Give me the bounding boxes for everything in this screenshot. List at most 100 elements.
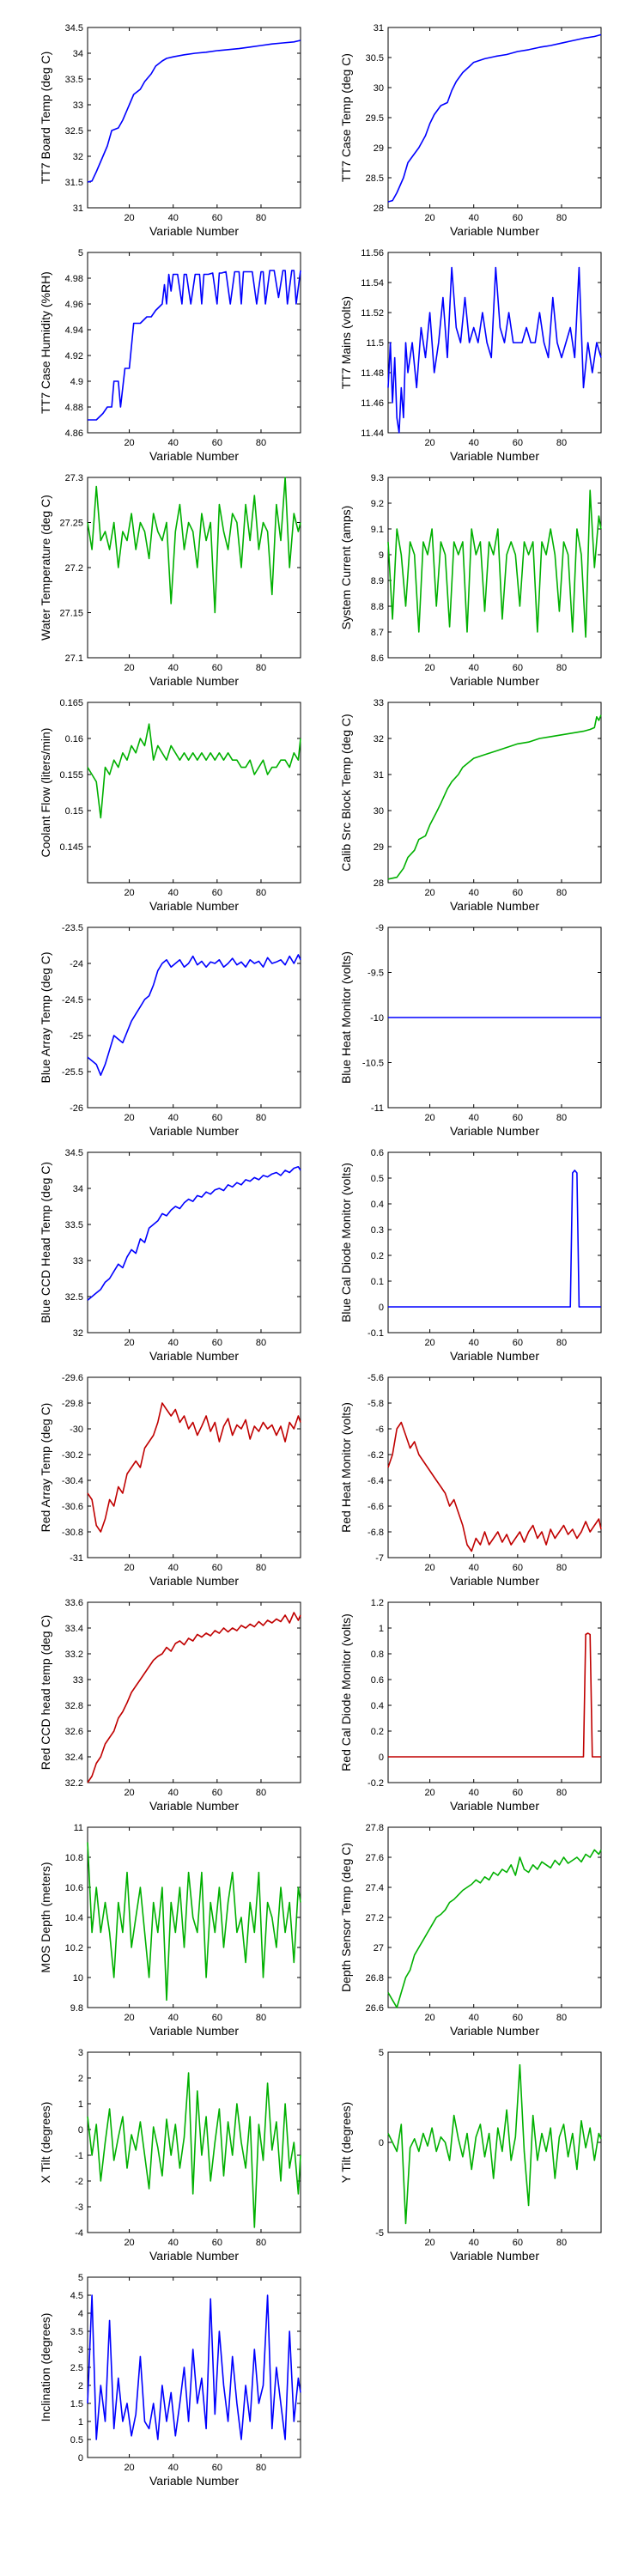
- plot-area: [87, 1601, 301, 1783]
- y-tick-label: 28: [374, 878, 384, 889]
- x-tick-label: 40: [168, 2463, 179, 2473]
- y-tick-label: 27.3: [65, 473, 83, 483]
- x-tick-label: 60: [212, 2238, 222, 2248]
- y-tick-label: 8.9: [371, 576, 384, 586]
- x-axis-label: Variable Number: [149, 1799, 239, 1813]
- x-tick-label: 40: [168, 1788, 179, 1798]
- y-tick-label: 11.56: [361, 248, 384, 258]
- y-tick-label: 1: [379, 1624, 384, 1634]
- series-line: [88, 270, 301, 421]
- y-tick-label: 0: [78, 2125, 83, 2136]
- x-tick-label: 20: [424, 1788, 434, 1798]
- x-tick-label: 60: [212, 1563, 222, 1573]
- x-tick-label: 40: [469, 1113, 479, 1123]
- x-tick-label: 40: [469, 213, 479, 223]
- subplot: -7 -6.8 -6.6 -6.4 -6.2 -6 -5.8 -5.6 20 40 60 80 Vari…: [339, 1373, 602, 1588]
- subplot: 26.6 26.8 27 27.2 27.4 27.6 27.8 20 40 60 80 Variab…: [339, 1823, 602, 2038]
- x-tick-label: 40: [168, 438, 179, 448]
- y-tick-label: 10.8: [65, 1853, 83, 1863]
- x-tick-label: 80: [556, 2238, 567, 2248]
- y-tick-label: 31: [374, 23, 384, 33]
- y-axis-label: Inclination (degrees): [39, 2313, 52, 2422]
- y-tick-label: 33.6: [65, 1598, 83, 1608]
- subplot: 32 32.5 33 33.5 34 34.5 20 40 60 80 Variable Numbe…: [39, 1148, 301, 1363]
- y-axis-label: Blue Cal Diode Monitor (volts): [339, 1163, 353, 1322]
- y-tick-label: 0.1: [371, 1277, 384, 1287]
- y-tick-label: 27.2: [366, 1913, 384, 1923]
- series-line: [87, 723, 301, 819]
- subplot: 8.6 8.7 8.8 8.9 9 9.1 9.2 9.3 20 40 60 80 Variable N…: [339, 473, 602, 688]
- y-tick-label: -3: [75, 2202, 83, 2213]
- y-axis-label: Red Heat Monitor (volts): [339, 1402, 353, 1533]
- y-tick-label: 31.5: [65, 178, 83, 188]
- x-tick-label: 60: [513, 663, 523, 673]
- x-tick-label: 60: [212, 1788, 222, 1798]
- y-axis-label: Blue Heat Monitor (volts): [339, 951, 353, 1084]
- x-tick-label: 80: [256, 1563, 266, 1573]
- x-tick-label: 40: [168, 1563, 179, 1573]
- y-tick-label: 3: [78, 2048, 83, 2058]
- x-tick-label: 80: [556, 1338, 567, 1348]
- y-tick-label: -0.1: [368, 1328, 384, 1339]
- x-tick-label: 20: [424, 888, 434, 898]
- series-line: [387, 1421, 602, 1552]
- subplot: 31 31.5 32 32.5 33 33.5 34 34.5 20 40 60 80 Variable…: [39, 23, 301, 238]
- subplot: 27.1 27.15 27.2 27.25 27.3 20 40 60 80 Variable N…: [39, 473, 301, 688]
- y-tick-label: 11.52: [361, 308, 384, 319]
- y-tick-label: -0.2: [368, 1778, 384, 1789]
- y-tick-label: 32.5: [65, 1292, 83, 1303]
- plot-area: [387, 1376, 602, 1558]
- x-tick-label: 20: [424, 1563, 434, 1573]
- y-axis-label: TT7 Mains (volts): [339, 296, 353, 389]
- y-tick-label: 10.6: [65, 1883, 83, 1893]
- plot-area: [387, 1151, 602, 1334]
- x-tick-label: 80: [256, 2463, 266, 2473]
- y-tick-label: -6.6: [368, 1502, 384, 1512]
- y-tick-label: 0.8: [371, 1649, 384, 1660]
- y-tick-label: 33: [73, 1675, 83, 1686]
- x-tick-label: 60: [513, 1788, 523, 1798]
- subplot: 9.8 10 10.2 10.4 10.6 10.8 11 20 40 60 80 Variable …: [39, 1823, 301, 2038]
- x-tick-label: 60: [513, 1113, 523, 1123]
- x-tick-label: 20: [124, 1338, 134, 1348]
- y-tick-label: 0.3: [371, 1225, 384, 1236]
- plot-area: [87, 477, 301, 659]
- y-tick-label: 30.5: [366, 53, 384, 64]
- plot-area: [87, 927, 301, 1109]
- y-tick-label: 0: [379, 1303, 384, 1313]
- y-tick-label: -30.4: [62, 1476, 83, 1486]
- y-tick-label: 0.165: [59, 698, 83, 708]
- x-tick-label: 60: [212, 2463, 222, 2473]
- y-tick-label: 27.2: [65, 563, 83, 574]
- y-tick-label: 32.4: [65, 1753, 83, 1763]
- y-tick-label: 11.46: [361, 398, 384, 409]
- x-tick-label: 40: [168, 888, 179, 898]
- y-axis-label: TT7 Board Temp (deg C): [39, 52, 52, 185]
- x-tick-label: 80: [256, 888, 266, 898]
- series-line: [387, 489, 602, 638]
- x-tick-label: 40: [469, 663, 479, 673]
- y-tick-label: 4.88: [65, 403, 83, 413]
- y-tick-label: 0.155: [59, 770, 83, 781]
- y-tick-label: 34: [73, 1184, 83, 1194]
- y-tick-label: 32.5: [65, 126, 83, 137]
- y-tick-label: -29.8: [62, 1399, 83, 1409]
- x-axis-label: Variable Number: [149, 899, 239, 913]
- x-tick-label: 40: [168, 1113, 179, 1123]
- y-tick-label: -6.2: [368, 1450, 384, 1461]
- plot-area: [87, 2051, 301, 2233]
- y-tick-label: 0.2: [371, 1727, 384, 1737]
- x-tick-label: 60: [212, 1338, 222, 1348]
- y-tick-label: 27.25: [59, 519, 83, 529]
- y-tick-label: -25.5: [62, 1067, 83, 1078]
- x-tick-label: 60: [513, 1563, 523, 1573]
- y-tick-label: 33.2: [65, 1649, 83, 1660]
- y-tick-label: -26: [70, 1103, 83, 1114]
- x-axis-label: Variable Number: [149, 449, 239, 463]
- y-tick-label: 4.96: [65, 300, 83, 310]
- x-tick-label: 20: [124, 438, 134, 448]
- x-axis-label: Variable Number: [450, 2249, 539, 2263]
- y-tick-label: 4.98: [65, 274, 83, 284]
- y-tick-label: 4.5: [70, 2291, 83, 2301]
- subplot: -0.1 0 0.1 0.2 0.3 0.4 0.5 0.6 20 40 60 80 Variable …: [339, 1148, 602, 1363]
